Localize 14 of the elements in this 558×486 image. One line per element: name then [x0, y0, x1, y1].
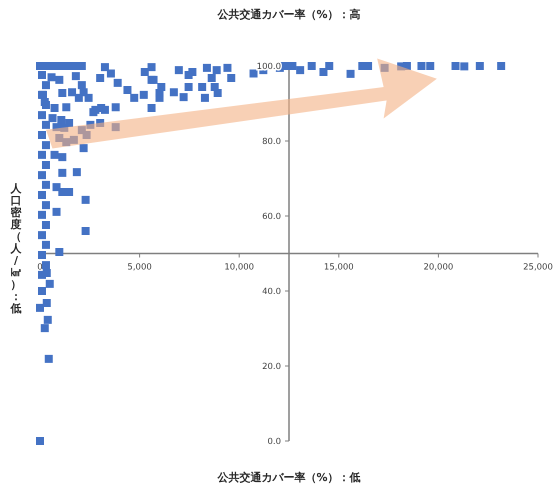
x-tick-label: 0	[37, 262, 43, 272]
x-tick-label: 5,000	[127, 262, 152, 272]
x-tick-label: 20,000	[424, 262, 454, 272]
chart-title: 公共交通カバー率（%）：高	[216, 8, 361, 21]
y-tick-label: 20.0	[262, 362, 281, 372]
y-tick-label: 40.0	[262, 287, 281, 297]
x-axis-title: 公共交通カバー率（%）：低	[216, 471, 361, 484]
y-tick-label: 0.0	[267, 437, 281, 447]
x-tick-label: 25,000	[523, 262, 553, 272]
x-tick-label: 10,000	[224, 262, 254, 272]
y-tick-label: 60.0	[262, 212, 281, 222]
text: 人口密度（人/㎢）：低	[10, 182, 22, 315]
x-tick-label: 15,000	[324, 262, 354, 272]
y-tick-label: 80.0	[262, 137, 281, 147]
